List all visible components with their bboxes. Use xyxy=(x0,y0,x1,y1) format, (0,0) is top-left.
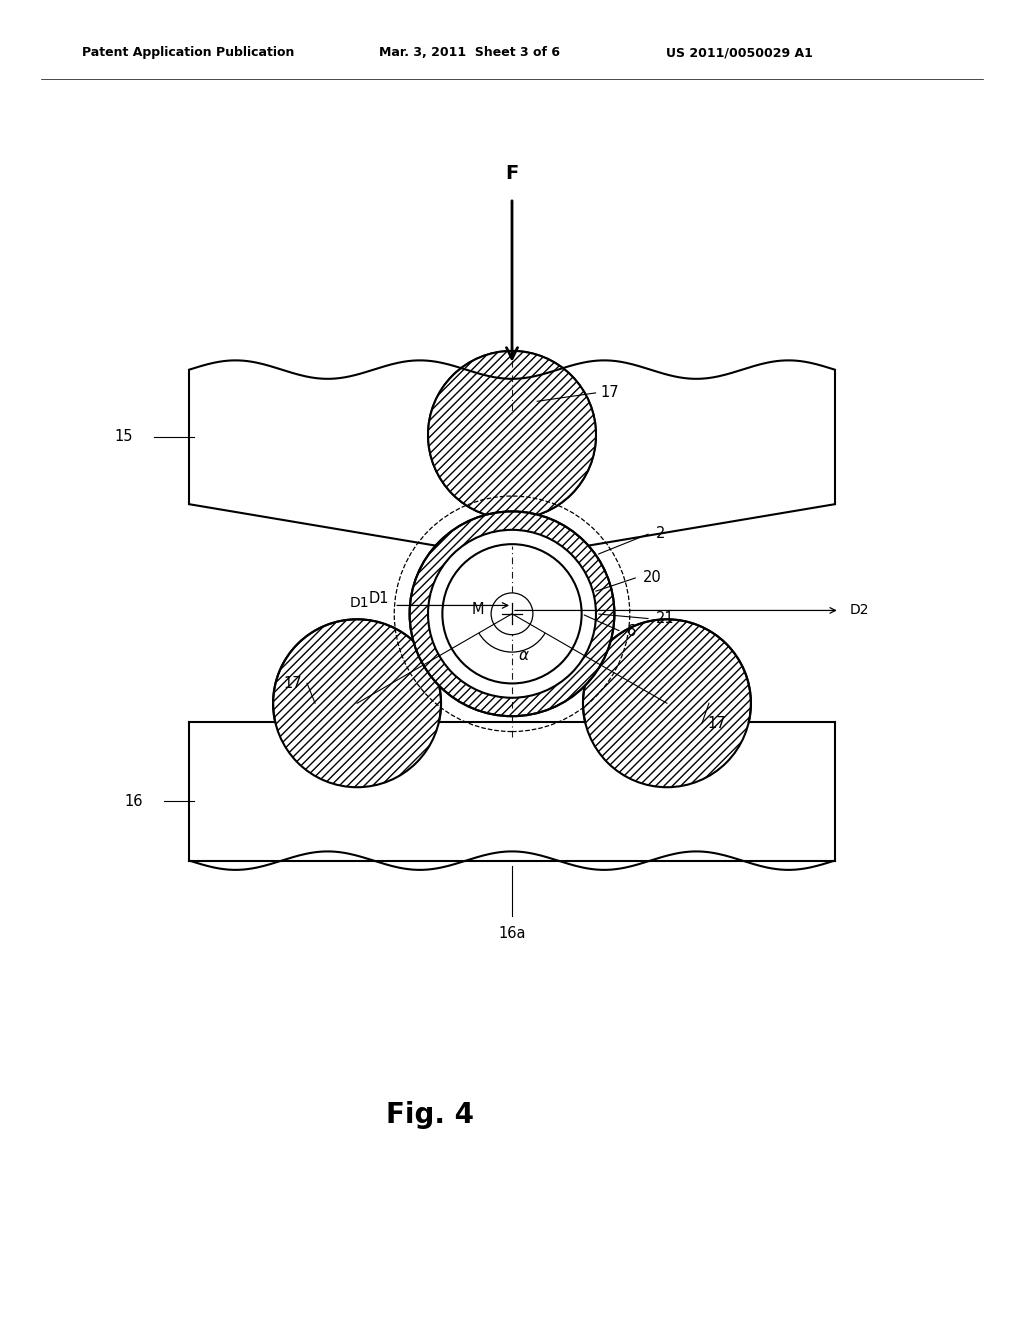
Circle shape xyxy=(583,619,751,787)
Circle shape xyxy=(428,351,596,519)
Text: 17: 17 xyxy=(601,385,620,400)
Text: 2: 2 xyxy=(656,525,666,541)
Text: Patent Application Publication: Patent Application Publication xyxy=(82,46,294,59)
Text: $\alpha$: $\alpha$ xyxy=(517,648,529,664)
Text: 17: 17 xyxy=(707,715,726,731)
Text: 17: 17 xyxy=(284,676,302,690)
Text: Fig. 4: Fig. 4 xyxy=(386,1101,474,1130)
Bar xyxy=(189,722,835,861)
Circle shape xyxy=(492,593,532,635)
Circle shape xyxy=(428,351,596,519)
Bar xyxy=(189,370,835,504)
Text: D2: D2 xyxy=(850,603,869,618)
Text: 16: 16 xyxy=(125,793,143,809)
Text: F: F xyxy=(506,164,518,183)
Text: D1: D1 xyxy=(369,591,389,606)
Circle shape xyxy=(410,511,614,717)
Text: Mar. 3, 2011  Sheet 3 of 6: Mar. 3, 2011 Sheet 3 of 6 xyxy=(379,46,560,59)
Text: 20: 20 xyxy=(643,569,662,585)
Text: US 2011/0050029 A1: US 2011/0050029 A1 xyxy=(666,46,812,59)
Text: 21: 21 xyxy=(656,611,675,626)
Circle shape xyxy=(428,351,596,519)
Text: 6: 6 xyxy=(627,624,636,639)
Circle shape xyxy=(273,619,441,787)
Text: D1: D1 xyxy=(349,597,370,610)
Text: M: M xyxy=(471,602,484,618)
Text: 16a: 16a xyxy=(499,925,525,941)
Text: 15: 15 xyxy=(115,429,133,445)
Circle shape xyxy=(428,529,596,698)
